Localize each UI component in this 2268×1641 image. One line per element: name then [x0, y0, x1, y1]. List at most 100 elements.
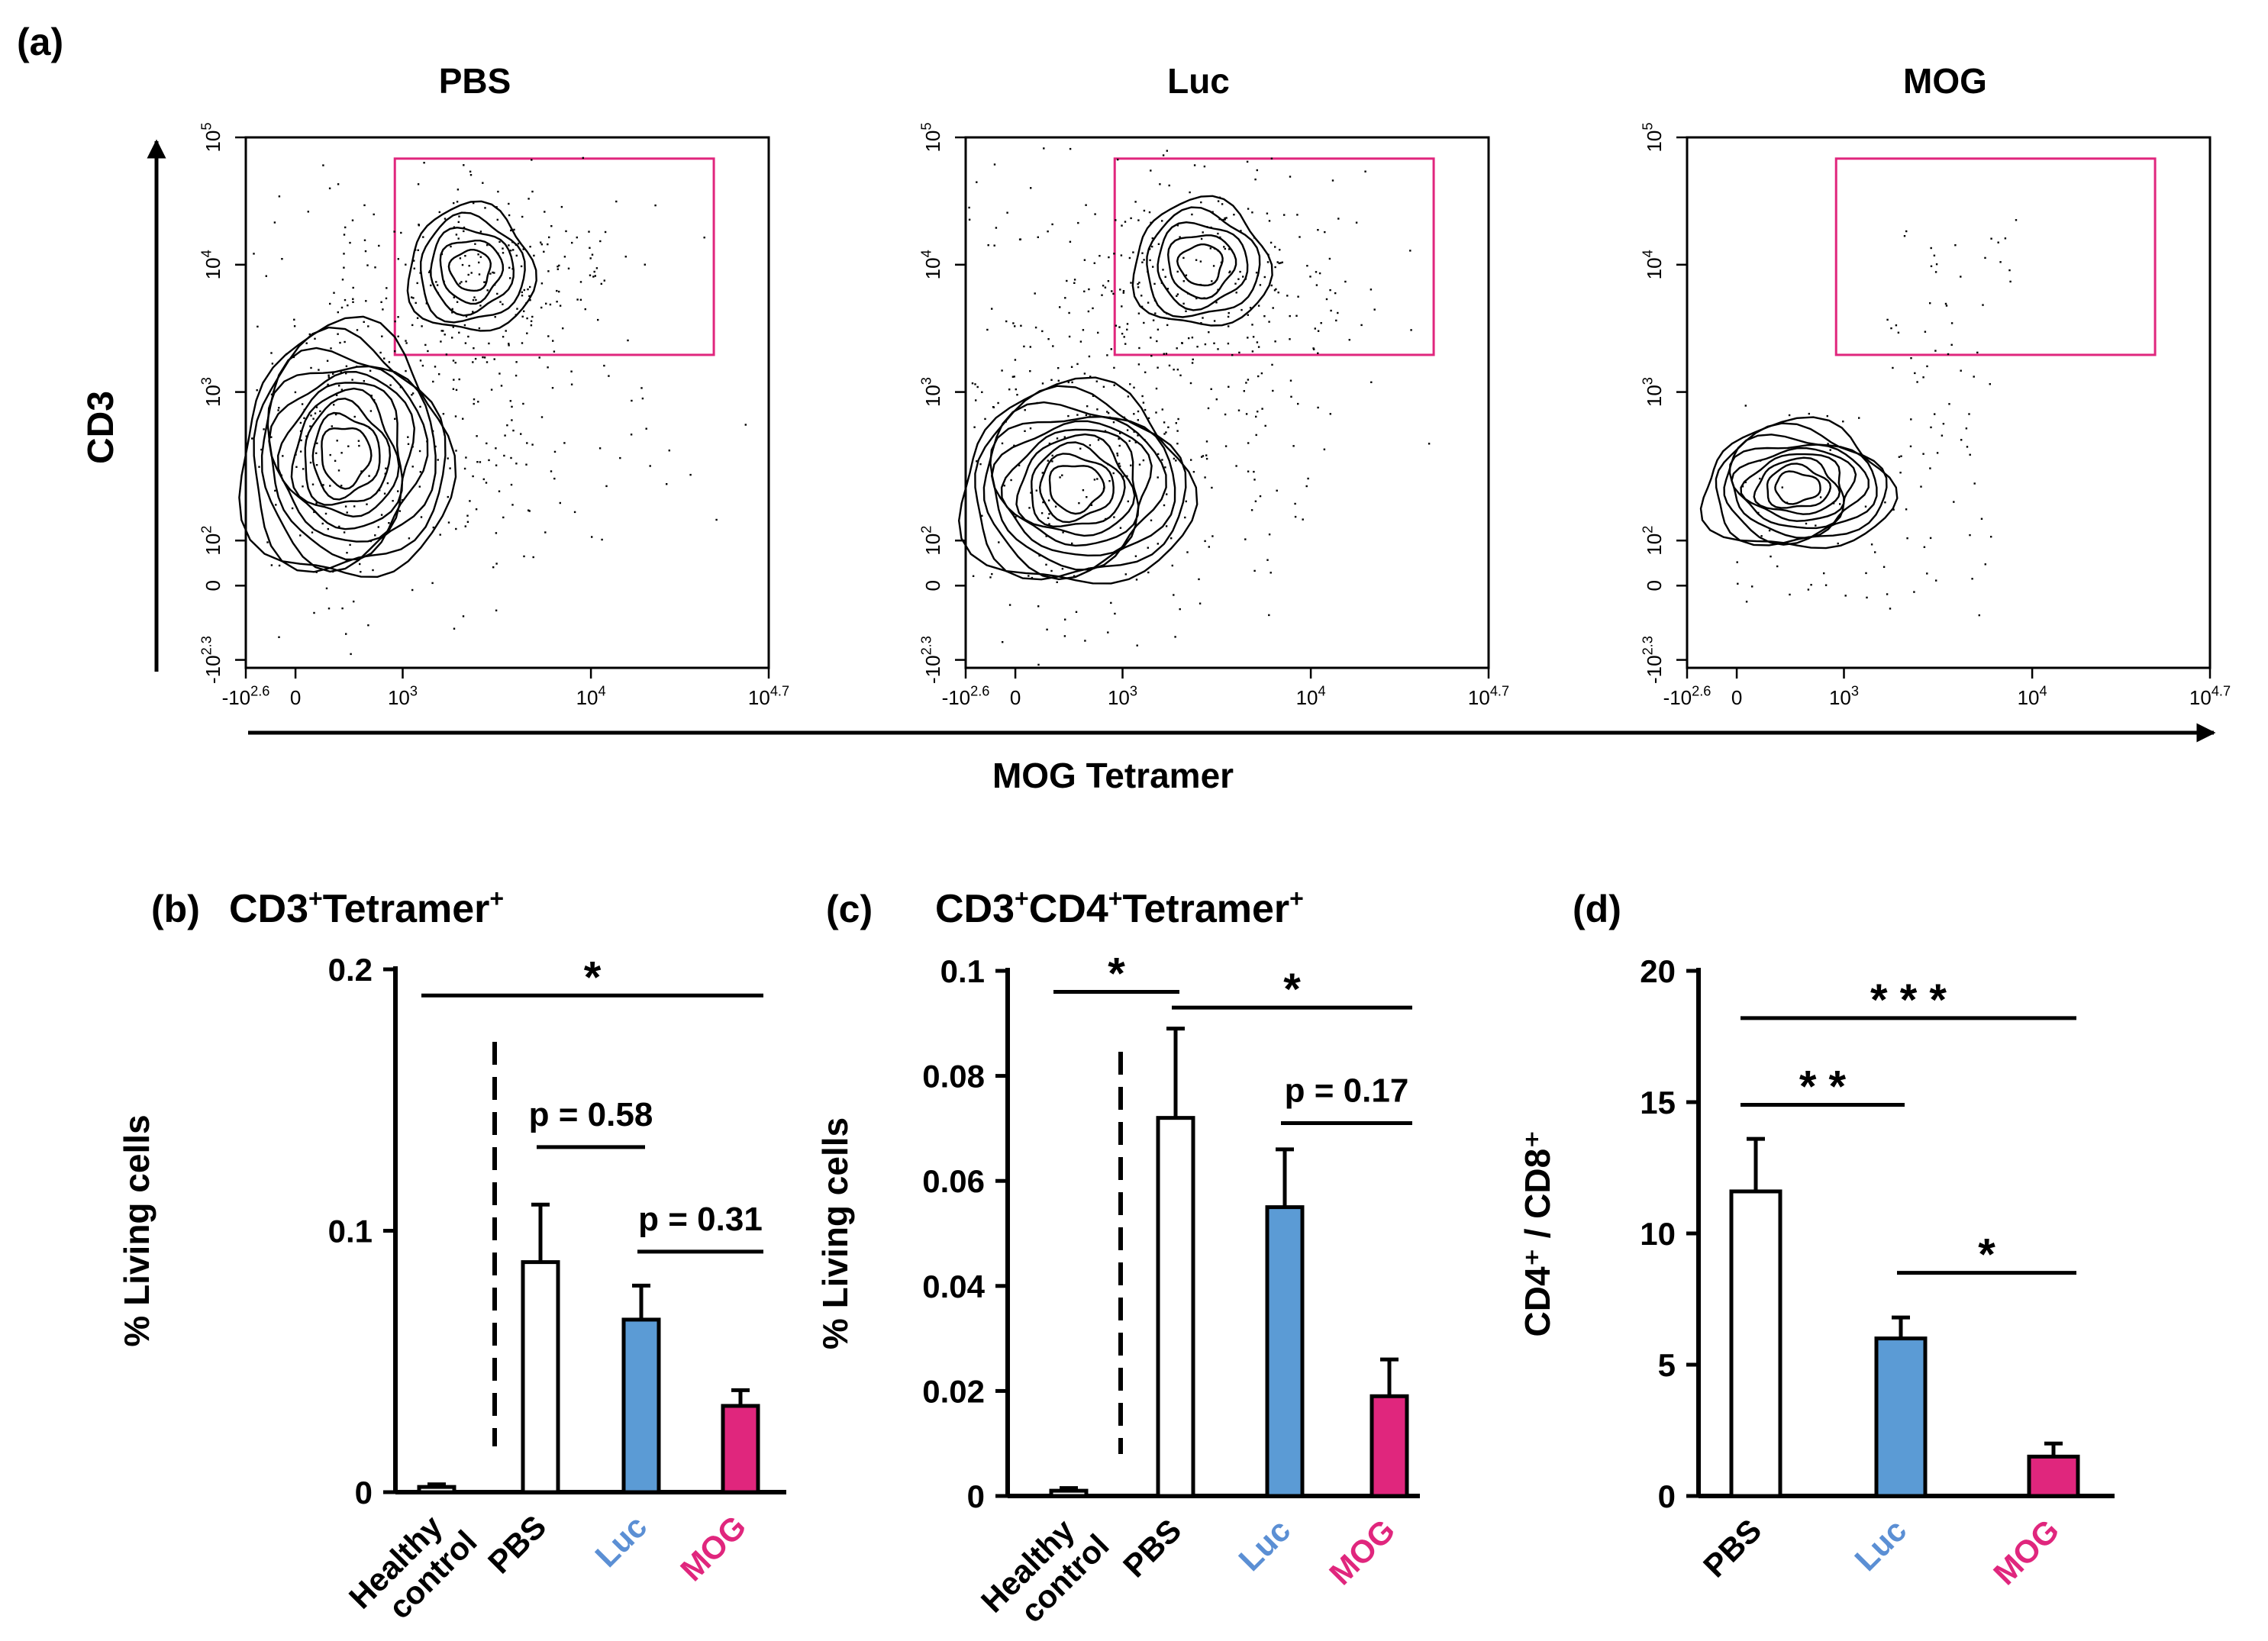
event-dot [499, 301, 502, 303]
event-dot [1973, 376, 1975, 378]
event-dot [529, 246, 531, 248]
event-dot [1142, 401, 1145, 404]
event-dot [1858, 417, 1860, 419]
event-dot [1202, 317, 1204, 319]
event-dot [1268, 220, 1271, 222]
event-dot [1276, 261, 1279, 263]
event-dot [981, 514, 983, 517]
event-dot [256, 389, 258, 392]
event-dot [461, 263, 464, 266]
y-tick-label: 0 [202, 580, 224, 591]
event-dot [418, 485, 421, 488]
event-dot [1161, 220, 1163, 222]
event-dot [1054, 505, 1057, 508]
event-dot [502, 252, 505, 254]
event-dot [1334, 292, 1337, 295]
event-dot [453, 627, 456, 630]
event-dot [1051, 223, 1053, 226]
event-dot [1289, 176, 1292, 178]
event-dot [1906, 537, 1908, 540]
event-dot [1922, 376, 1924, 379]
tetramer-population-contour [1157, 221, 1249, 311]
event-dot [1866, 596, 1868, 599]
event-dot [2008, 269, 2011, 272]
event-dot [1176, 270, 1179, 273]
event-dot [1751, 585, 1753, 588]
event-dot [1148, 248, 1151, 250]
event-dot [1195, 259, 1198, 261]
event-dot [464, 342, 467, 344]
event-dot [1104, 286, 1107, 289]
event-dot [1029, 427, 1032, 430]
event-dot [1189, 191, 1191, 194]
event-dot [1760, 535, 1763, 537]
category-label: Luc [1847, 1512, 1913, 1578]
event-dot [547, 366, 549, 369]
event-dot [1075, 611, 1078, 613]
event-dot [447, 495, 449, 498]
event-dot [594, 275, 596, 277]
plot-frame [244, 136, 770, 669]
plot-frame [964, 136, 1490, 669]
event-dot [473, 201, 475, 205]
plot-title-mog: MOG [1903, 61, 1987, 101]
event-dot [511, 405, 513, 408]
event-dot [1252, 336, 1255, 338]
event-dot [1864, 505, 1867, 508]
x-tick-label: 103 [1108, 683, 1137, 709]
event-dot [351, 379, 353, 381]
event-dot [440, 330, 443, 332]
event-dot [1810, 584, 1812, 586]
event-dot [1045, 563, 1047, 566]
event-dot [405, 263, 407, 266]
event-dot [1200, 201, 1202, 204]
event-dot [1130, 282, 1132, 284]
event-dot [1201, 456, 1203, 458]
event-dot [315, 406, 318, 408]
event-dot [359, 563, 361, 566]
event-dot [270, 352, 273, 354]
event-dot [1189, 382, 1192, 385]
event-dot [440, 340, 442, 343]
event-dot [1083, 259, 1086, 261]
tetramer-population-contour [430, 226, 515, 317]
event-dot [540, 243, 543, 246]
event-dot [1274, 246, 1276, 248]
event-dot [1266, 212, 1269, 214]
event-dot [1174, 636, 1176, 638]
event-dot [1012, 322, 1015, 324]
event-dot [1945, 305, 1948, 307]
event-dot [1050, 379, 1053, 381]
event-dot [1950, 343, 1953, 346]
main-population-contour [1000, 428, 1140, 547]
event-dot [592, 276, 595, 278]
event-dot [1124, 573, 1127, 575]
event-dot [1176, 293, 1179, 295]
event-dot [1930, 265, 1933, 267]
event-dot [557, 266, 559, 268]
bar [721, 1404, 760, 1494]
event-dot [299, 534, 302, 537]
event-dot [1029, 346, 1031, 348]
event-dot [394, 320, 396, 323]
event-dot [1110, 601, 1112, 604]
event-dot [1144, 371, 1147, 373]
event-dot [1157, 243, 1160, 245]
event-dot [1157, 543, 1159, 545]
event-dot [1898, 456, 1901, 458]
event-dot [1990, 237, 1992, 240]
event-dot [1270, 157, 1273, 160]
event-dot [1030, 492, 1032, 494]
event-dot [378, 244, 380, 247]
event-dot [356, 329, 359, 331]
event-dot [1264, 424, 1266, 427]
y-tick-label: 103 [918, 377, 944, 407]
event-dot [1935, 579, 1937, 582]
event-dot [352, 301, 354, 303]
event-dot [341, 607, 344, 610]
event-dot [495, 464, 498, 466]
event-dot [455, 234, 458, 236]
event-dot [1228, 271, 1231, 274]
event-dot [1176, 224, 1179, 227]
